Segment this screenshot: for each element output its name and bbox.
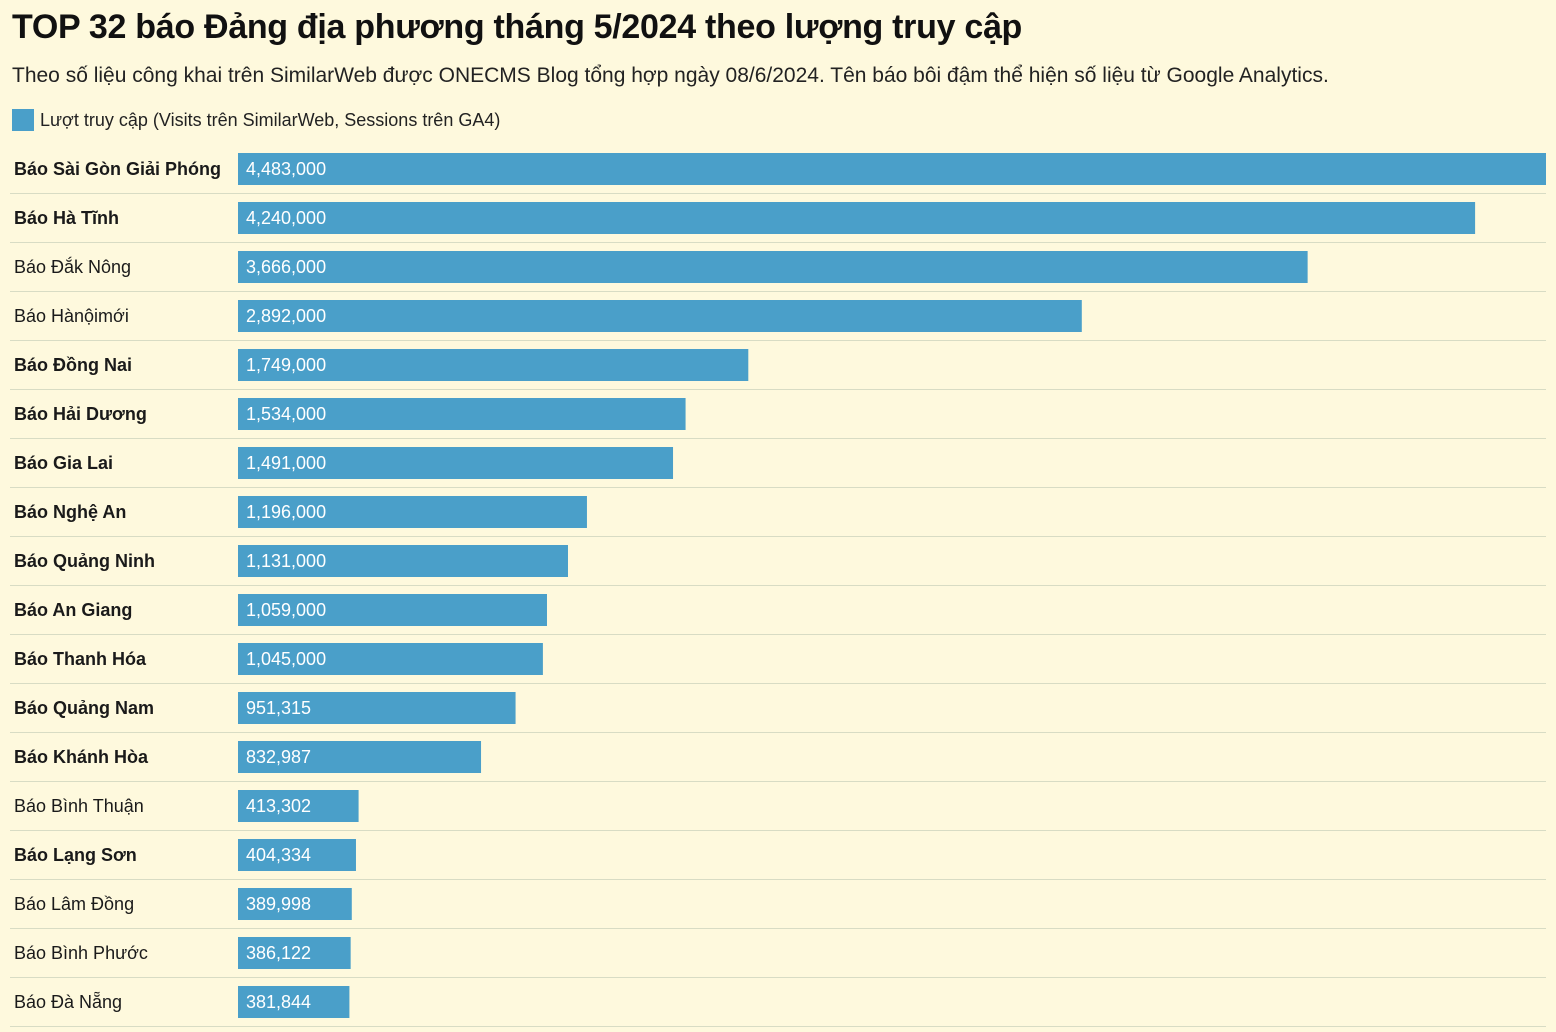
category-label: Báo Gia Lai bbox=[14, 453, 113, 473]
value-label: 389,998 bbox=[246, 894, 311, 914]
category-label: Báo Lâm Đồng bbox=[14, 894, 134, 914]
bar[interactable] bbox=[238, 349, 749, 381]
category-label: Báo Bình Thuận bbox=[14, 796, 144, 816]
bar[interactable] bbox=[238, 202, 1476, 234]
value-label: 381,844 bbox=[246, 992, 311, 1012]
legend-swatch bbox=[12, 109, 34, 131]
category-label: Báo Đắk Nông bbox=[14, 256, 131, 277]
bar[interactable] bbox=[238, 594, 547, 626]
bar[interactable] bbox=[238, 496, 587, 528]
legend-label: Lượt truy cập (Visits trên SimilarWeb, S… bbox=[40, 109, 501, 130]
category-label: Báo Sài Gòn Giải Phóng bbox=[14, 159, 221, 179]
bar[interactable] bbox=[238, 300, 1082, 332]
bar[interactable] bbox=[238, 545, 568, 577]
value-label: 3,666,000 bbox=[246, 257, 326, 277]
bar[interactable] bbox=[238, 692, 516, 724]
value-label: 1,059,000 bbox=[246, 600, 326, 620]
bar[interactable] bbox=[238, 839, 356, 871]
bar[interactable] bbox=[238, 790, 359, 822]
bar[interactable] bbox=[238, 643, 543, 675]
value-label: 951,315 bbox=[246, 698, 311, 718]
value-label: 832,987 bbox=[246, 747, 311, 767]
category-label: Báo Hànộimới bbox=[14, 306, 129, 326]
chart-title: TOP 32 báo Đảng địa phương tháng 5/2024 … bbox=[12, 8, 1023, 46]
category-label: Báo Khánh Hòa bbox=[14, 747, 149, 767]
category-label: Báo Bình Phước bbox=[14, 943, 148, 963]
category-label: Báo Đồng Nai bbox=[14, 355, 132, 375]
value-label: 4,483,000 bbox=[246, 159, 326, 179]
value-label: 1,491,000 bbox=[246, 453, 326, 473]
value-label: 413,302 bbox=[246, 796, 311, 816]
bar[interactable] bbox=[238, 888, 352, 920]
bar[interactable] bbox=[238, 153, 1546, 185]
value-label: 1,196,000 bbox=[246, 502, 326, 522]
value-label: 1,045,000 bbox=[246, 649, 326, 669]
category-label: Báo An Giang bbox=[14, 600, 132, 620]
chart-subtitle: Theo số liệu công khai trên SimilarWeb đ… bbox=[12, 64, 1329, 87]
value-label: 1,749,000 bbox=[246, 355, 326, 375]
bar[interactable] bbox=[238, 447, 674, 479]
category-label: Báo Hà Tĩnh bbox=[14, 208, 119, 228]
category-label: Báo Lạng Sơn bbox=[14, 845, 137, 865]
bar[interactable] bbox=[238, 741, 482, 773]
legend: Lượt truy cập (Visits trên SimilarWeb, S… bbox=[12, 109, 500, 131]
bar[interactable] bbox=[238, 251, 1308, 283]
category-label: Báo Đà Nẵng bbox=[14, 992, 122, 1012]
bar[interactable] bbox=[238, 986, 350, 1018]
bar[interactable] bbox=[238, 398, 686, 430]
category-label: Báo Nghệ An bbox=[14, 502, 126, 522]
value-label: 1,534,000 bbox=[246, 404, 326, 424]
value-label: 386,122 bbox=[246, 943, 311, 963]
value-label: 404,334 bbox=[246, 845, 311, 865]
bar[interactable] bbox=[238, 937, 351, 969]
value-label: 2,892,000 bbox=[246, 306, 326, 326]
category-label: Báo Quảng Ninh bbox=[14, 551, 155, 571]
value-label: 1,131,000 bbox=[246, 551, 326, 571]
bar-chart: Báo Sài Gòn Giải Phóng 4,483,000 Báo Hà Tĩ… bbox=[10, 153, 1546, 1027]
category-label: Báo Thanh Hóa bbox=[14, 649, 147, 669]
value-label: 4,240,000 bbox=[246, 208, 326, 228]
category-label: Báo Hải Dương bbox=[14, 404, 147, 424]
category-label: Báo Quảng Nam bbox=[14, 698, 154, 718]
